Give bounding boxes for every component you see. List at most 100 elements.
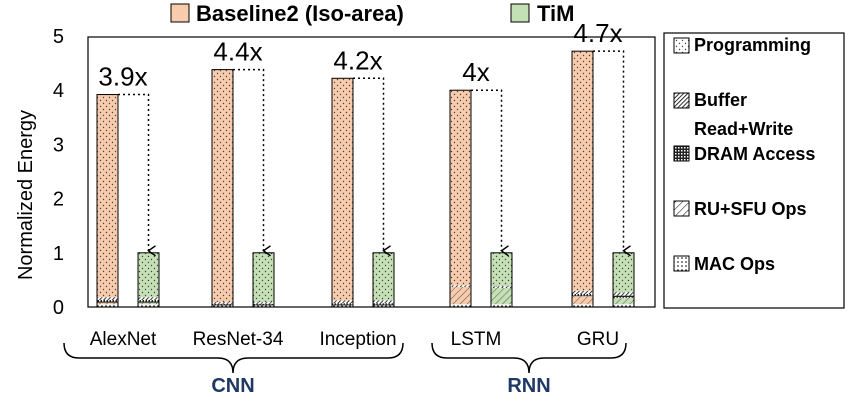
tim-segment-buffer-read-write <box>491 286 512 289</box>
baseline-segment-buffer-read-write <box>97 297 118 300</box>
x-tick-label: GRU <box>577 329 619 350</box>
baseline-segment-dram-access <box>97 299 118 303</box>
legend-swatch-rusfu <box>673 200 690 217</box>
group-label-rnn: RNN <box>507 375 550 397</box>
y-tick-label: 1 <box>53 243 64 265</box>
legend-label-tim: TiM <box>537 1 574 26</box>
baseline-segment-buffer-read-write <box>450 285 471 287</box>
legend-swatch-dram <box>673 145 690 162</box>
tim-segment-dram-access <box>253 303 274 306</box>
ratio-arrow <box>353 77 391 257</box>
x-tick-label: AlexNet <box>90 329 157 350</box>
baseline-segment-ru-sfu-ops <box>97 302 118 305</box>
legend-label-programming: Programming <box>694 35 811 55</box>
baseline-segment-dram-access <box>572 293 593 297</box>
tim-segment-dram-access <box>613 295 634 298</box>
legend-swatch-tim <box>510 3 530 23</box>
baseline-bar <box>571 50 594 308</box>
legend-swatch-baseline <box>170 3 190 23</box>
tim-segment-programming <box>613 252 634 293</box>
legend-label-buffer-line1: Buffer <box>694 90 747 110</box>
tim-segment-dram-access <box>373 303 394 306</box>
tim-segment-buffer-read-write <box>613 292 634 296</box>
tim-segment-buffer-read-write <box>373 300 394 304</box>
baseline-segment-programming <box>212 69 233 303</box>
x-tick-label: LSTM <box>451 329 502 350</box>
tim-segment-programming <box>253 252 274 303</box>
y-tick-label: 3 <box>53 134 64 156</box>
baseline-segment-mac-ops <box>332 305 353 307</box>
baseline-segment-mac-ops <box>450 304 471 307</box>
y-axis-label: Normalized Energy <box>15 110 37 280</box>
tim-segment-ru-sfu-ops <box>491 288 512 305</box>
bars <box>96 50 635 308</box>
legend-swatch-mac <box>673 255 690 272</box>
baseline-segment-buffer-read-write <box>572 290 593 294</box>
top-legend: Baseline2 (Iso-area) TiM <box>170 1 574 26</box>
tim-segment-dram-access <box>138 299 159 303</box>
baseline-segment-ru-sfu-ops <box>572 296 593 305</box>
baseline-segment-buffer-read-write <box>212 302 233 304</box>
baseline-segment-dram-access <box>212 303 233 306</box>
baseline-segment-programming <box>97 94 118 298</box>
group-braces: CNN RNN <box>63 342 627 397</box>
x-tick-label: ResNet-34 <box>193 329 284 350</box>
baseline-segment-ru-sfu-ops <box>450 286 471 305</box>
ratio-arrow <box>471 89 509 257</box>
ratio-label: 4.7x <box>573 18 622 48</box>
baseline-bar <box>211 69 234 308</box>
legend-swatch-programming <box>673 37 690 54</box>
baseline-segment-mac-ops <box>212 305 233 307</box>
baseline-segment-programming <box>450 90 471 286</box>
tim-segment-mac-ops <box>253 305 274 307</box>
tim-segment-ru-sfu-ops <box>138 302 159 305</box>
tim-segment-programming <box>138 252 159 298</box>
ratio-arrow <box>233 68 271 257</box>
group-label-cnn: CNN <box>211 375 254 397</box>
tim-segment-programming <box>491 252 512 287</box>
component-legend: Programming Buffer Read+Write DRAM Acces… <box>663 32 845 309</box>
baseline-segment-programming <box>332 78 353 301</box>
y-tick-label: 5 <box>53 26 64 48</box>
legend-swatch-buffer <box>673 92 690 109</box>
baseline-segment-buffer-read-write <box>332 300 353 304</box>
tim-segment-ru-sfu-ops <box>613 297 634 305</box>
tim-segment-mac-ops <box>138 304 159 307</box>
legend-label-mac: MAC Ops <box>694 254 775 274</box>
legend-label-buffer-line2: Read+Write <box>694 119 793 139</box>
tim-segment-buffer-read-write <box>253 302 274 304</box>
rnn-brace <box>431 342 627 374</box>
tim-segment-mac-ops <box>373 305 394 307</box>
baseline-segment-dram-access <box>332 303 353 306</box>
ratio-arrow <box>118 93 156 257</box>
y-tick-label: 0 <box>53 297 64 319</box>
ratio-annotations: 3.9x 4.4x 4.2x 4x 4.7x <box>98 18 631 257</box>
tim-segment-mac-ops <box>613 304 634 307</box>
y-ticks: 0 1 2 3 4 5 <box>53 26 64 319</box>
ratio-label: 3.9x <box>98 62 147 92</box>
baseline-segment-programming <box>572 51 593 291</box>
tim-segment-mac-ops <box>491 304 512 307</box>
legend-label-baseline: Baseline2 (Iso-area) <box>196 1 404 26</box>
x-tick-label: Inception <box>319 329 396 350</box>
y-tick-label: 4 <box>53 80 64 102</box>
baseline-bar <box>96 94 119 308</box>
tim-segment-buffer-read-write <box>138 297 159 300</box>
tim-segment-programming <box>373 252 394 301</box>
ratio-label: 4.4x <box>213 37 262 67</box>
baseline-bar <box>449 89 472 308</box>
baseline-bar <box>331 77 354 308</box>
component-legend-box <box>663 32 845 309</box>
ratio-label: 4.2x <box>333 45 382 75</box>
ratio-arrow <box>593 50 631 257</box>
x-tick-labels: AlexNet ResNet-34 Inception LSTM GRU <box>90 329 619 350</box>
y-tick-label: 2 <box>53 189 64 211</box>
plot-frame <box>87 36 656 308</box>
ratio-label: 4x <box>462 57 489 87</box>
baseline-segment-mac-ops <box>97 304 118 307</box>
cnn-brace <box>63 342 404 374</box>
legend-label-dram: DRAM Access <box>694 144 815 164</box>
baseline-segment-mac-ops <box>572 304 593 307</box>
legend-label-rusfu: RU+SFU Ops <box>694 199 807 219</box>
